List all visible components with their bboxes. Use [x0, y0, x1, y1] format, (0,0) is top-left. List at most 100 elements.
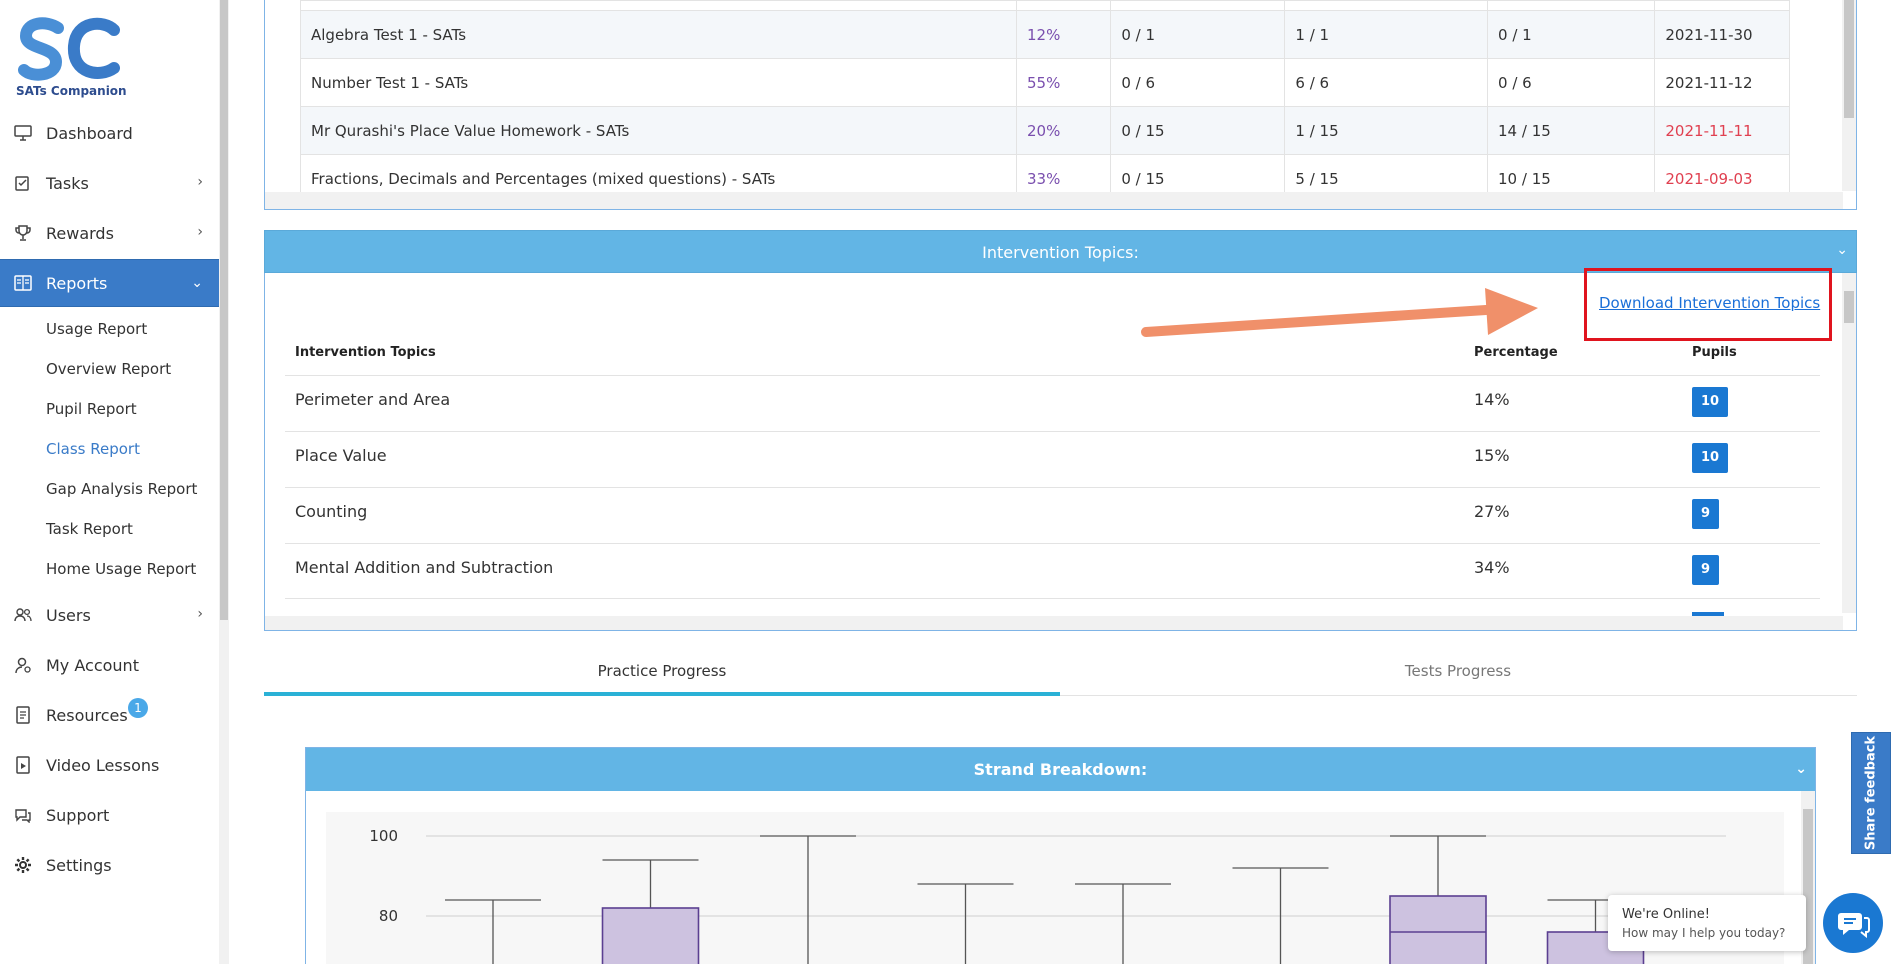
- brand-logo[interactable]: SATs Companion: [14, 16, 127, 102]
- topic-percentage: 34%: [1474, 558, 1510, 577]
- sidebar-item-video-lessons[interactable]: Video Lessons: [0, 741, 229, 789]
- table-row[interactable]: Algebra Test 1 - SATs 12% 0 / 1 1 / 1 0 …: [299, 10, 1790, 59]
- sidebar-item-resources[interactable]: Resources: [0, 691, 229, 739]
- chat-greeting-line1: We're Online!: [1622, 907, 1710, 922]
- strand-breakdown-panel: Strand Breakdown: ⌄ 100 80: [305, 747, 1816, 964]
- annotation-arrow: [1141, 288, 1538, 337]
- pupils-count-button[interactable]: 9: [1692, 499, 1720, 529]
- table-row: [299, 0, 1790, 11]
- pupils-count-button[interactable]: 9: [1692, 555, 1720, 585]
- topic-name: Counting: [295, 502, 368, 521]
- chat-launcher-button[interactable]: [1823, 893, 1883, 953]
- topic-percentage: 15%: [1474, 446, 1510, 465]
- sidebar-item-label: My Account: [46, 655, 139, 675]
- col-header-topic: Intervention Topics: [295, 345, 436, 360]
- chat-icon: [1838, 913, 1870, 939]
- sidebar-item-tasks[interactable]: Tasks ›: [0, 159, 229, 207]
- sidebar-item-label: Reports: [46, 273, 108, 293]
- task-col-1: 0 / 6: [1110, 58, 1286, 107]
- intervention-topics-title: Intervention Topics:: [982, 243, 1139, 262]
- brand-name: SATs Companion: [16, 84, 127, 98]
- box-mark: [601, 907, 700, 964]
- tab-tests-progress[interactable]: Tests Progress: [1404, 662, 1512, 680]
- task-percent: 12%: [1016, 10, 1112, 59]
- subitem-overview-report[interactable]: Overview Report: [46, 360, 172, 378]
- topic-name: Perimeter and Area: [295, 390, 451, 409]
- download-intervention-topics-link[interactable]: Download Intervention Topics: [1599, 294, 1821, 312]
- chat-greeting-line2: How may I help you today?: [1622, 926, 1786, 940]
- sidebar-item-settings[interactable]: Settings: [0, 841, 229, 889]
- task-percent: 55%: [1016, 58, 1112, 107]
- sidebar-item-label: Video Lessons: [46, 755, 160, 775]
- chat-greeting-bubble[interactable]: We're Online! How may I help you today?: [1608, 895, 1806, 951]
- account-icon: [12, 654, 34, 676]
- subitem-usage-report[interactable]: Usage Report: [46, 320, 148, 338]
- sidebar-item-label: Settings: [46, 855, 112, 875]
- task-table-vscroll[interactable]: [1842, 0, 1856, 191]
- topic-percentage: 27%: [1474, 502, 1510, 521]
- strand-chart-area: 100 80: [326, 812, 1784, 964]
- sidebar-item-support[interactable]: Support: [0, 791, 229, 839]
- task-col-1: 0 / 1: [1110, 10, 1286, 59]
- sidebar-item-label: Users: [46, 605, 91, 625]
- strand-breakdown-title: Strand Breakdown:: [973, 760, 1148, 779]
- subitem-task-report[interactable]: Task Report: [46, 520, 133, 538]
- table-row[interactable]: Mental Addition and Subtraction 34% 9: [285, 543, 1820, 599]
- box-mark: [1389, 895, 1487, 964]
- sidebar-scrollbar[interactable]: [219, 0, 229, 964]
- task-table-panel: Algebra Test 1 - SATs 12% 0 / 1 1 / 1 0 …: [264, 0, 1857, 210]
- sidebar-item-reports[interactable]: Reports ⌄: [0, 259, 229, 307]
- sidebar-item-my-account[interactable]: My Account: [0, 641, 229, 689]
- progress-tabs: Practice Progress Tests Progress: [264, 650, 1857, 696]
- share-feedback-button[interactable]: Share feedback: [1851, 732, 1891, 854]
- topic-name: Mental Addition and Subtraction: [295, 558, 554, 577]
- sidebar-item-label: Tasks: [46, 173, 89, 193]
- subitem-gap-analysis-report[interactable]: Gap Analysis Report: [46, 480, 198, 498]
- task-percent: 20%: [1016, 106, 1112, 155]
- sidebar-item-label: Resources: [46, 705, 128, 725]
- sidebar: SATs Companion Dashboard Tasks › Rewards…: [0, 0, 229, 964]
- sidebar-item-dashboard[interactable]: Dashboard: [0, 109, 229, 157]
- task-name: Algebra Test 1 - SATs: [299, 10, 1018, 59]
- chevron-down-icon[interactable]: ⌄: [1795, 761, 1807, 777]
- subitem-home-usage-report[interactable]: Home Usage Report: [46, 560, 197, 578]
- sidebar-item-label: Rewards: [46, 223, 114, 243]
- subitem-class-report[interactable]: Class Report: [46, 440, 140, 458]
- table-row[interactable]: Counting 27% 9: [285, 487, 1820, 543]
- strand-box-chart: 100 80: [369, 827, 1726, 964]
- table-row[interactable]: Place Value 15% 10: [285, 431, 1820, 487]
- strand-breakdown-header[interactable]: Strand Breakdown: ⌄: [306, 748, 1815, 791]
- sidebar-item-rewards[interactable]: Rewards ›: [0, 209, 229, 257]
- pupils-count-button[interactable]: 10: [1692, 387, 1729, 417]
- table-row[interactable]: Perimeter and Area 14% 10: [285, 375, 1820, 431]
- resources-count-badge: 1: [128, 698, 148, 718]
- scrollbar-thumb[interactable]: [1844, 291, 1854, 323]
- task-date: 2021-11-12: [1654, 58, 1790, 107]
- task-col-1: 0 / 15: [1110, 106, 1286, 155]
- pupils-count-button[interactable]: 10: [1692, 443, 1729, 473]
- task-col-2: 1 / 15: [1284, 106, 1489, 155]
- intervention-hscroll[interactable]: [265, 616, 1843, 630]
- main-content: Algebra Test 1 - SATs 12% 0 / 1 1 / 1 0 …: [229, 0, 1894, 964]
- intervention-topics-panel: [264, 273, 1857, 631]
- intervention-topics-header[interactable]: Intervention Topics: ⌄: [264, 230, 1857, 273]
- table-row[interactable]: Number Test 1 - SATs 55% 0 / 6 6 / 6 0 /…: [299, 58, 1790, 107]
- tab-practice-progress[interactable]: Practice Progress: [264, 650, 1060, 696]
- sidebar-item-label: Support: [46, 805, 110, 825]
- task-col-2: 1 / 1: [1284, 10, 1489, 59]
- task-col-2: 6 / 6: [1284, 58, 1489, 107]
- share-feedback-label: Share feedback: [1863, 735, 1879, 851]
- intervention-vscroll[interactable]: [1842, 273, 1856, 613]
- task-table: Algebra Test 1 - SATs 12% 0 / 1 1 / 1 0 …: [299, 0, 1790, 203]
- scrollbar-thumb[interactable]: [220, 0, 228, 620]
- y-tick-label: 100: [369, 827, 398, 845]
- task-table-hscroll[interactable]: [265, 192, 1843, 209]
- chevron-down-icon[interactable]: ⌄: [1836, 242, 1848, 258]
- scrollbar-thumb[interactable]: [1803, 809, 1813, 964]
- task-col-3: 0 / 1: [1487, 10, 1656, 59]
- subitem-pupil-report[interactable]: Pupil Report: [46, 400, 137, 418]
- sidebar-item-users[interactable]: Users ›: [0, 591, 229, 639]
- table-row[interactable]: Mr Qurashi's Place Value Homework - SATs…: [299, 106, 1790, 155]
- task-date: 2021-11-30: [1654, 10, 1790, 59]
- scrollbar-thumb[interactable]: [1844, 0, 1854, 118]
